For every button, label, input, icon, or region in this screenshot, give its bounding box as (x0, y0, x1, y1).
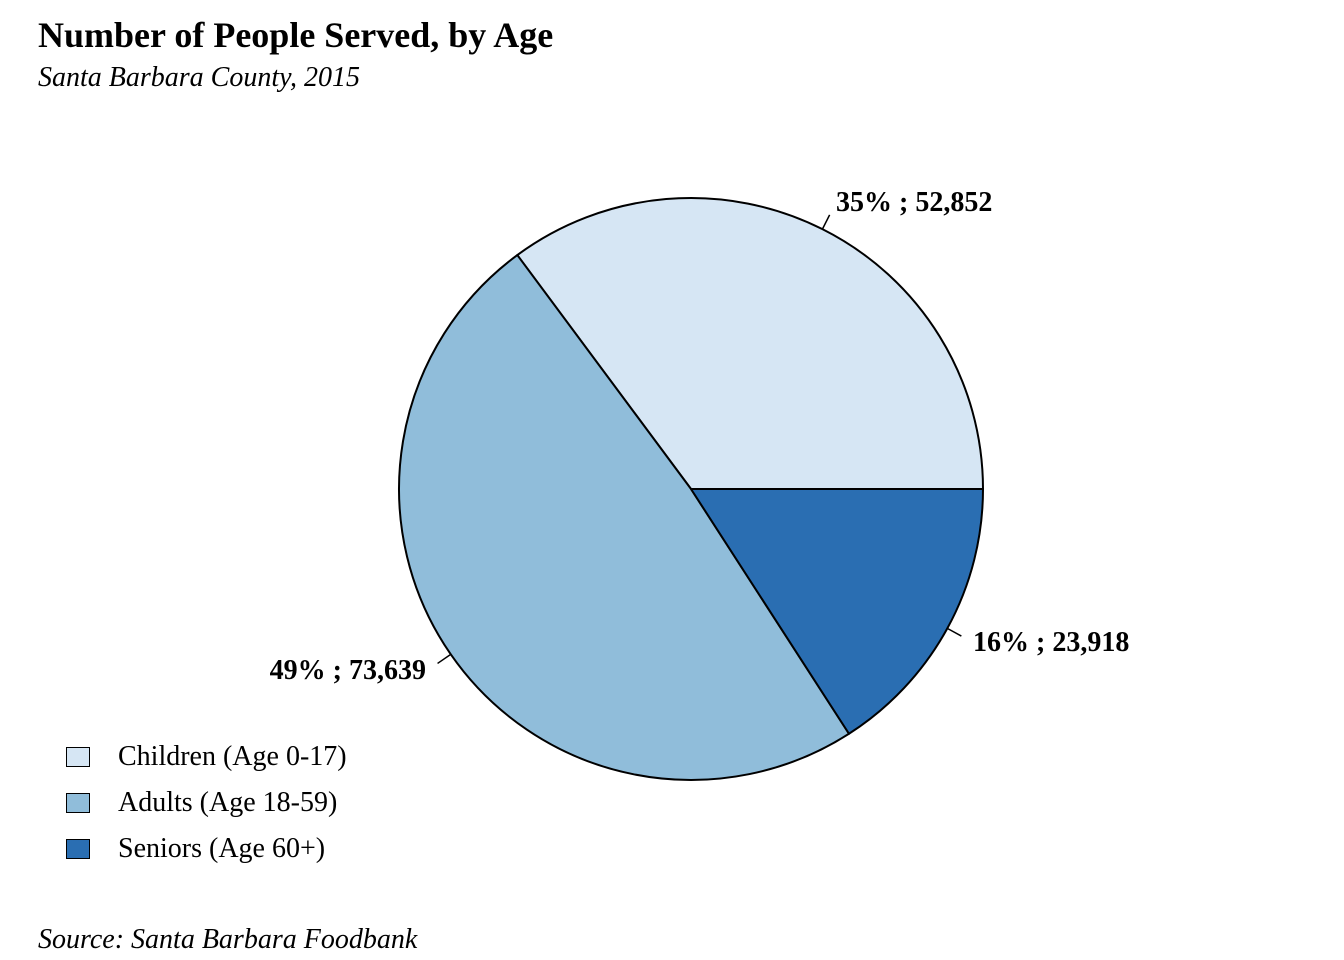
legend-item-children: Children (Age 0-17) (66, 734, 347, 780)
legend-label-adults: Adults (Age 18-59) (118, 787, 338, 818)
label-tick-seniors (946, 627, 962, 637)
slice-label-adults: 49% ; 73,639 (270, 655, 426, 686)
pie-slice-seniors (690, 488, 984, 735)
chart-source: Source: Santa Barbara Foodbank (38, 924, 418, 955)
chart-title: Number of People Served, by Age (38, 15, 554, 55)
legend-swatch-children (66, 747, 90, 767)
legend-item-adults: Adults (Age 18-59) (66, 780, 347, 826)
legend-label-seniors: Seniors (Age 60+) (118, 833, 326, 864)
slice-label-seniors: 16% ; 23,918 (973, 627, 1129, 658)
legend: Children (Age 0-17) Adults (Age 18-59) S… (66, 734, 347, 872)
label-tick-children (821, 214, 831, 230)
label-tick-adults (437, 653, 452, 665)
legend-swatch-seniors (66, 839, 90, 859)
chart-subtitle: Santa Barbara County, 2015 (38, 62, 361, 93)
legend-swatch-adults (66, 793, 90, 813)
legend-item-seniors: Seniors (Age 60+) (66, 826, 347, 872)
slice-label-children: 35% ; 52,852 (836, 187, 992, 218)
pie-slice-children (516, 197, 984, 490)
pie-slice-adults (398, 254, 850, 781)
legend-label-children: Children (Age 0-17) (118, 741, 347, 772)
